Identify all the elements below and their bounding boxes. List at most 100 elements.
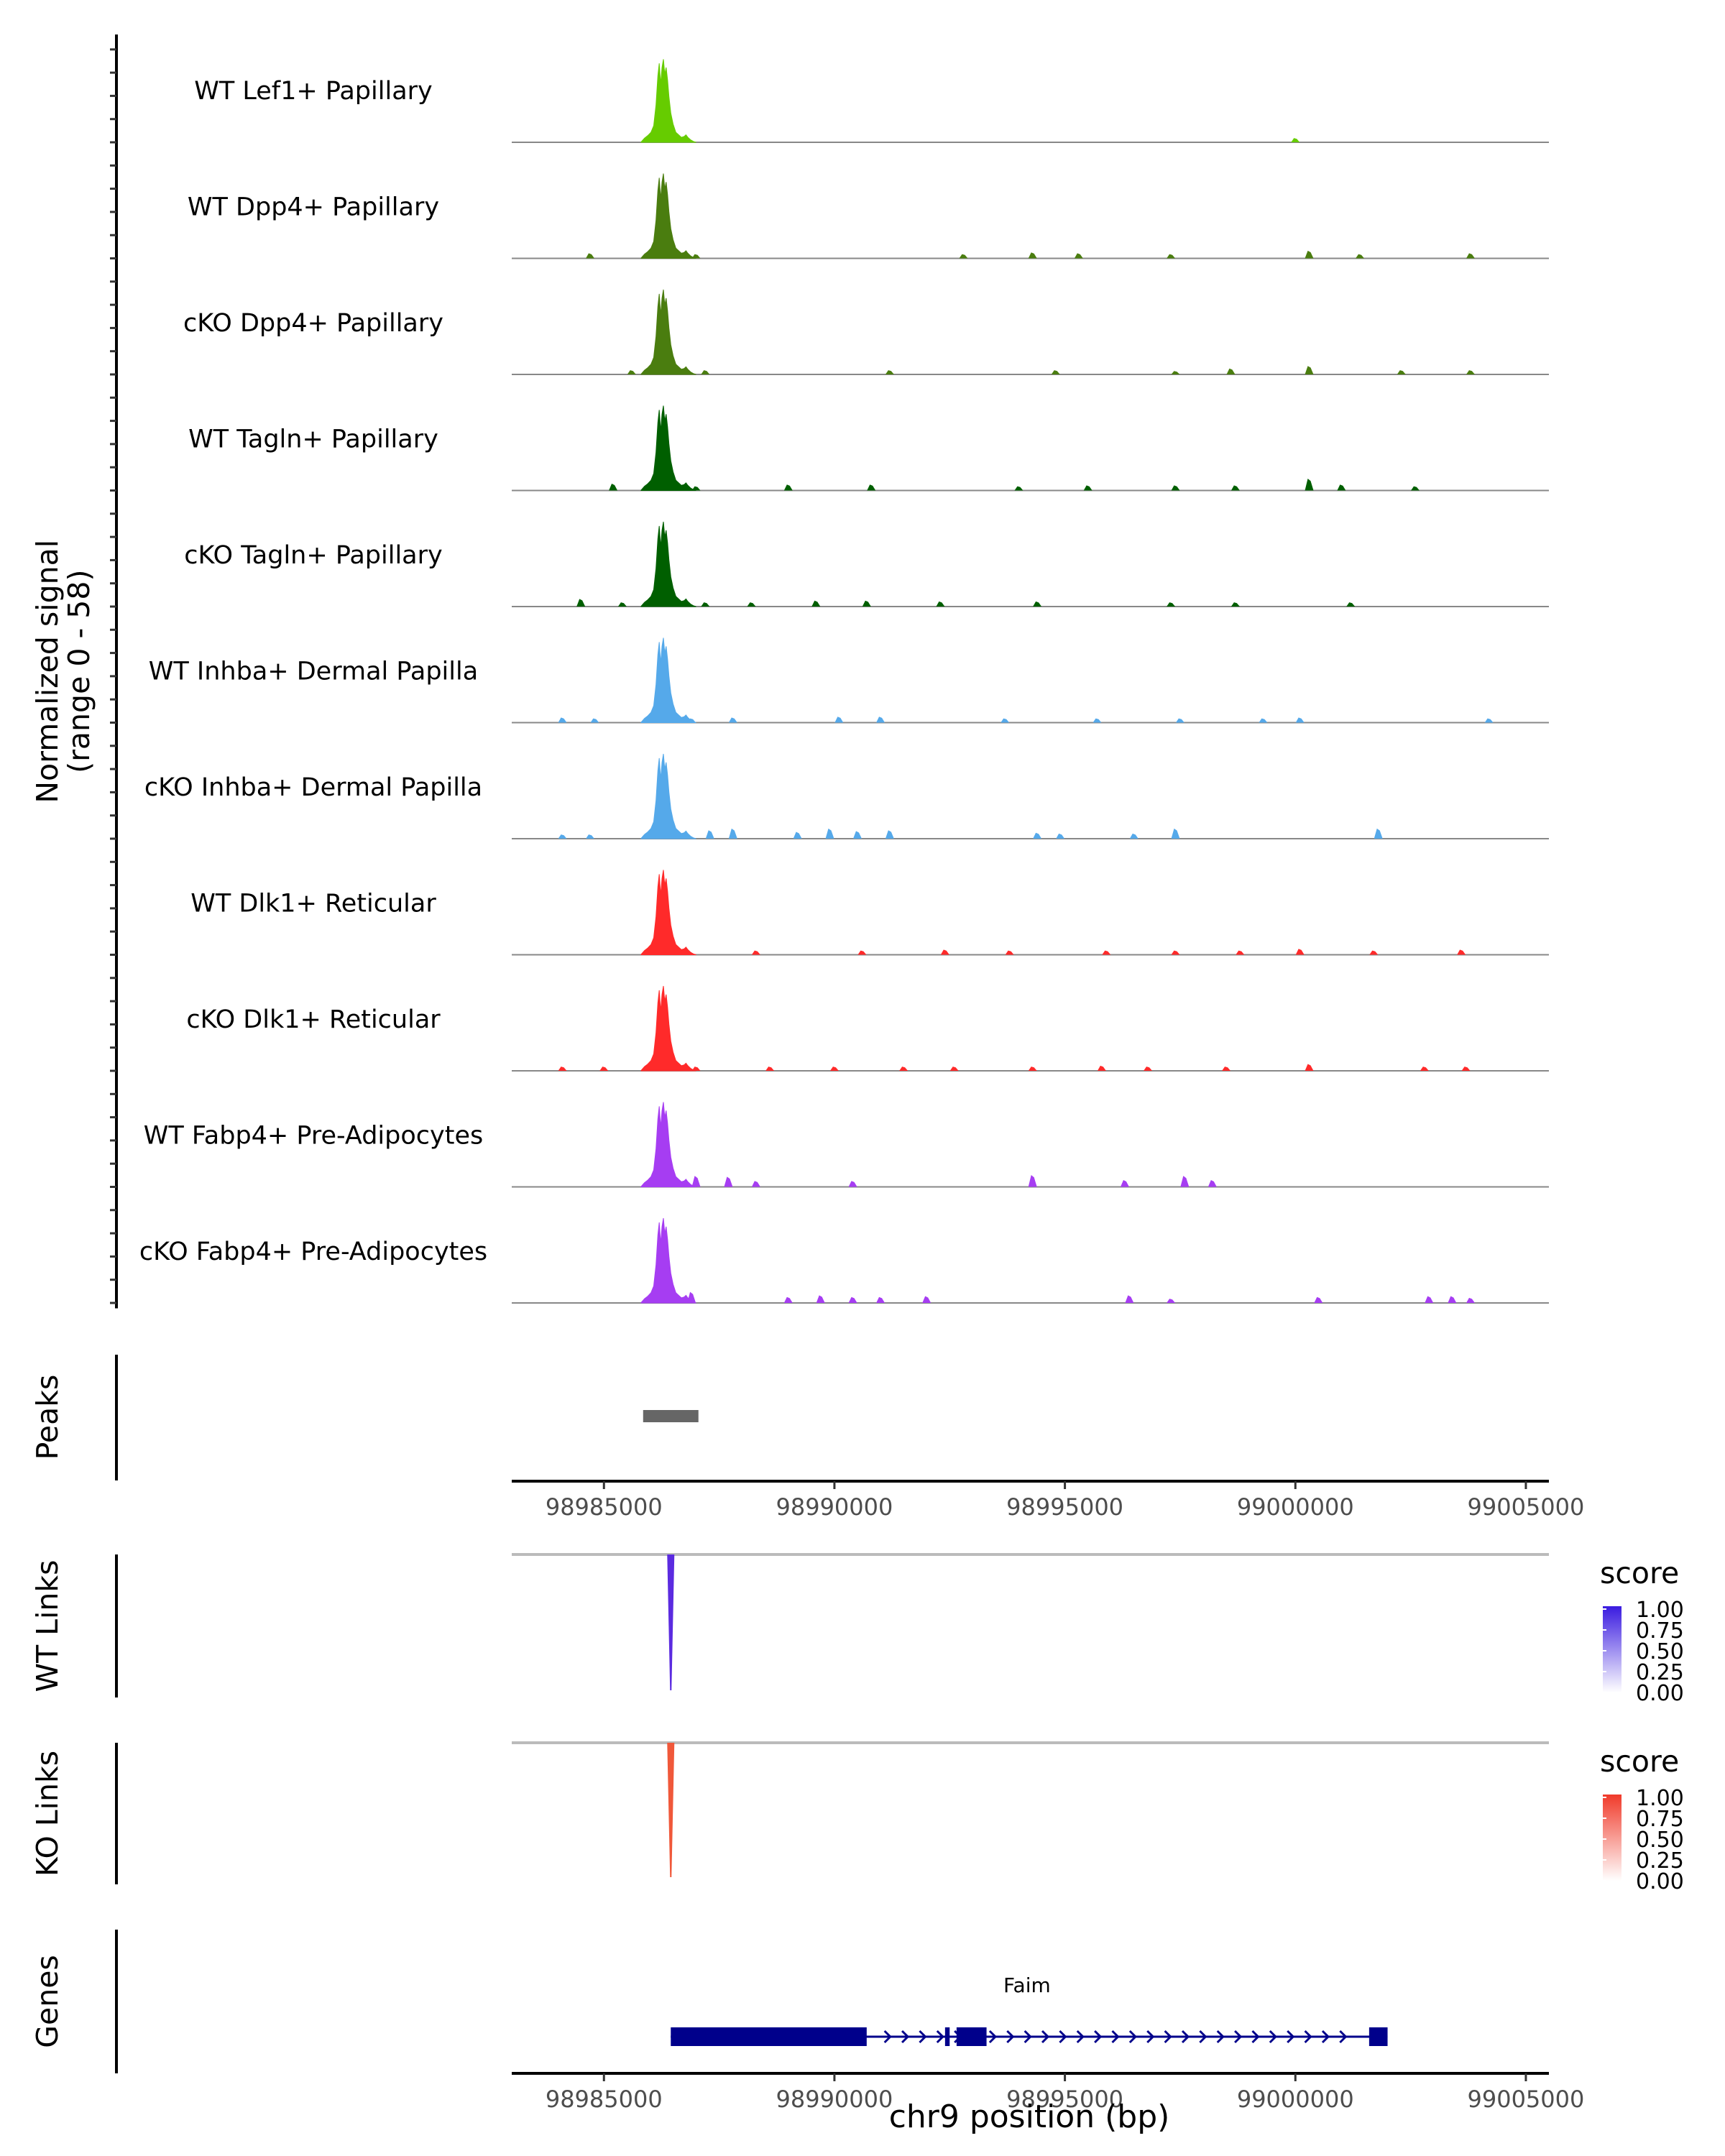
x-tick-label: 98995000 [1006,2086,1123,2113]
strand-arrow [1059,2030,1067,2044]
strand-arrow [1234,2030,1243,2044]
strand-arrow [988,2030,998,2044]
genes-label: Genes [30,1955,65,2048]
signal-bump [1466,253,1475,259]
signal-bump [558,1067,567,1071]
signal-bump [1097,1065,1106,1071]
signal-bump [691,1176,701,1187]
strand-arrow [1164,2030,1172,2044]
signal-bump [728,828,737,839]
signal-bump [783,484,793,491]
signal-bump [1337,484,1346,491]
signal-bump [558,717,567,723]
peak-region [643,1410,699,1422]
signal-bump [617,602,627,607]
signal-peak [640,521,696,607]
signal-bump [1295,949,1305,955]
signal-peak [640,59,696,143]
signal-bump [1033,832,1042,839]
signal-bump [936,601,945,607]
y-axis-sublabel: (range 0 - 58) [62,570,96,773]
strand-arrow [1304,2030,1312,2044]
signal-bump [1222,1067,1231,1071]
coverage-track: cKO Dlk1+ Reticular [186,985,1549,1072]
signal-bump [1484,718,1494,723]
strand-arrow [1094,2030,1103,2044]
signal-bump [1305,478,1314,491]
x-axis-label: chr9 position (bp) [889,2099,1170,2135]
strand-arrow [1216,2030,1225,2044]
signal-peak [640,753,696,839]
signal-bump [1028,1067,1037,1071]
gene-name: Faim [1003,1973,1051,1997]
signal-bump [751,950,760,955]
signal-bump [1420,1067,1429,1071]
x-tick-label: 99005000 [1467,2086,1584,2113]
signal-bump [853,831,862,839]
signal-peak [640,1217,696,1304]
strand-arrow [1199,2030,1208,2044]
signal-bump [867,484,876,491]
signal-bump [751,1181,760,1187]
signal-bump [691,1067,701,1071]
coverage-track: WT Lef1+ Papillary [194,59,1549,143]
signal-bump [1000,718,1010,723]
legend-title: score [1600,1556,1679,1590]
signal-bump [1074,253,1083,259]
signal-bump [876,1296,886,1303]
links-label: WT Links [30,1560,65,1692]
signal-bump [825,828,834,839]
gene-exon [1368,2027,1388,2046]
y-axis-label: Normalized signal [30,540,65,803]
signal-bump [1102,950,1111,955]
x-tick-label: 98985000 [546,1493,663,1521]
signal-bump [576,599,586,607]
peaks-track: Peaks 98985000 98990000 98995000 99000000 990… [30,1355,1584,1521]
signal-bump [885,830,894,839]
signal-bump [728,717,737,723]
signal-bump [701,370,710,374]
signal-bump [783,1296,793,1303]
signal-bump [862,600,871,607]
link-arc [667,1554,675,1690]
gene-exon [956,2027,987,2046]
signal-bump [816,1295,825,1303]
coverage-track: cKO Tagln+ Papillary [184,521,1549,607]
x-tick-label: 99005000 [1467,1493,1584,1521]
legend-tick-label: 0.00 [1636,1681,1684,1706]
strand-arrow [901,2030,910,2044]
signal-peak [640,870,696,955]
signal-bump [687,1291,696,1303]
strand-arrow [1287,2030,1295,2044]
legend-tick-label: 1.00 [1636,1786,1684,1811]
track-label: WT Dpp4+ Papillary [188,193,439,222]
strand-arrow [1321,2030,1330,2044]
signal-bump [687,718,696,723]
x-tick-label: 98990000 [776,1493,893,1521]
signal-bump [1144,1067,1153,1071]
strand-arrow [1041,2030,1050,2044]
x-tick-label: 99000000 [1237,2086,1354,2113]
signal-bump [1466,370,1475,374]
signal-bump [1305,1064,1314,1071]
signal-bump [857,950,867,955]
strand-arrow [883,2030,892,2044]
signal-peak [640,985,696,1072]
coverage-track: WT Dpp4+ Papillary [188,173,1549,259]
signal-bump [705,830,714,839]
signal-bump [1295,717,1305,723]
signal-bump [1092,718,1102,723]
track-label: WT Fabp4+ Pre-Adipocytes [144,1122,483,1151]
signal-bump [1028,1174,1037,1187]
signal-bump [1056,833,1065,839]
x-tick-label: 99000000 [1237,1493,1354,1521]
signal-bump [691,486,701,491]
signal-bump [1014,486,1024,491]
signal-bump [1208,1180,1217,1187]
signal-bump [1461,1067,1471,1071]
signal-bump [1346,602,1356,607]
signal-bump [811,600,821,607]
signal-bump [829,1067,839,1071]
